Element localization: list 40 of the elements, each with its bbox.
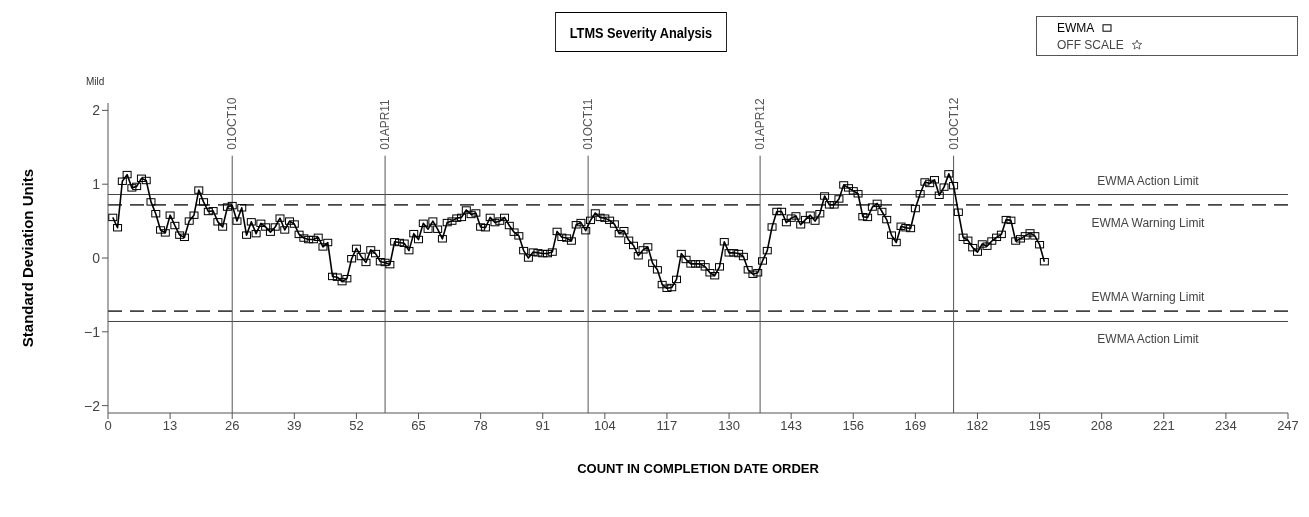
y-tick-label: −2 (84, 397, 101, 414)
x-tick-label: 182 (966, 418, 989, 434)
x-axis-title: COUNT IN COMPLETION DATE ORDER (577, 461, 820, 476)
ref-line-label: EWMA Action Limit (1097, 173, 1200, 188)
x-tick-label: 169 (904, 418, 927, 434)
ref-line-label: EWMA Warning Limit (1091, 215, 1206, 230)
x-tick-label: 0 (104, 418, 112, 434)
x-tick-label: 195 (1028, 418, 1051, 434)
ref-line-label: 01APR12 (753, 98, 768, 150)
ref-line-label: 01OCT12 (946, 97, 961, 150)
x-tick-label: 104 (593, 418, 616, 434)
ref-line-label: 01OCT11 (581, 98, 596, 150)
ref-line-label: EWMA Warning Limit (1091, 290, 1206, 305)
x-tick-label: 221 (1152, 418, 1175, 434)
y-tick-label: 1 (92, 176, 101, 193)
x-tick-label: 117 (656, 418, 678, 434)
x-tick-label: 130 (718, 418, 740, 434)
legend-label: EWMA (1056, 20, 1095, 35)
x-tick-label: 26 (224, 418, 240, 434)
x-tick-label: 208 (1090, 418, 1113, 434)
ref-line-label: 01APR11 (378, 98, 393, 150)
ref-line-label: EWMA Action Limit (1097, 332, 1200, 347)
x-tick-label: 247 (1277, 418, 1299, 434)
y-axis-title: Standard Deviation Units (19, 168, 37, 348)
text: Mild (86, 76, 105, 87)
y-tick-label: 2 (92, 102, 101, 119)
y-tick-label: −1 (84, 323, 101, 340)
text: OFF SCALE (1056, 37, 1124, 52)
x-tick-label: 143 (780, 418, 803, 434)
x-tick-label: 156 (842, 418, 865, 434)
chart-title: LTMS Severity Analysis (555, 12, 727, 52)
x-tick-label: 39 (287, 418, 302, 434)
x-tick-label: 13 (162, 418, 178, 434)
x-tick-label: 78 (473, 418, 488, 434)
y-tick-label: 0 (92, 249, 101, 266)
x-tick-label: 52 (349, 418, 364, 434)
x-tick-label: 65 (411, 418, 426, 434)
x-tick-label: 234 (1215, 418, 1237, 434)
x-tick-label: 91 (535, 418, 550, 434)
ref-line-label: 01OCT10 (225, 97, 240, 150)
